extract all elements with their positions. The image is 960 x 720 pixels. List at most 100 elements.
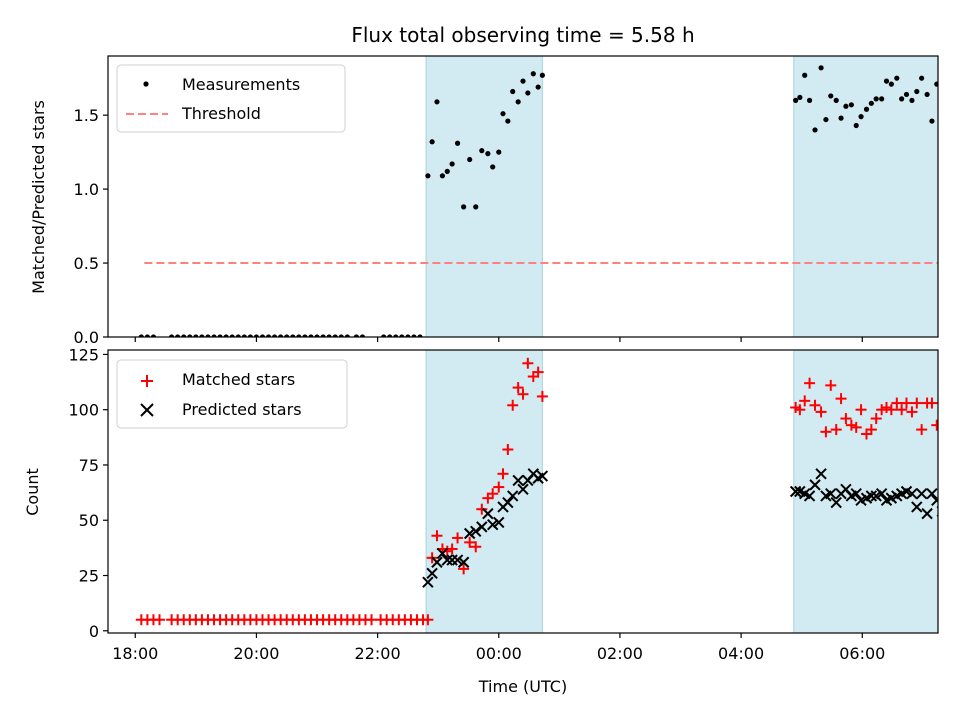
measurements-point bbox=[302, 334, 308, 337]
matched-stars-point bbox=[794, 404, 806, 416]
x-axis-label: Time (UTC) bbox=[478, 677, 567, 696]
matched-stars-point bbox=[900, 397, 912, 409]
matched-stars-point bbox=[493, 481, 505, 493]
measurements-point bbox=[211, 334, 217, 337]
measurements-point bbox=[853, 122, 859, 129]
bottom-panel: 0 25 50 75 100 125 18:00 20:00 22:00 00:00 02:00 0… bbox=[23, 345, 939, 696]
measurements-point bbox=[353, 334, 359, 337]
predicted-stars-point bbox=[825, 488, 837, 500]
matched-stars-point bbox=[799, 395, 811, 407]
predicted-stars-point bbox=[915, 488, 928, 500]
measurements-point bbox=[425, 173, 431, 179]
matched-stars-point bbox=[497, 468, 509, 480]
bottom-y-axis-label: Count bbox=[23, 468, 42, 516]
measurements-point bbox=[411, 334, 417, 337]
measurements-point bbox=[265, 334, 272, 337]
matched-stars-point bbox=[532, 366, 544, 378]
measurements-point bbox=[485, 151, 491, 157]
predicted-stars-point bbox=[422, 576, 434, 588]
matched-stars-point bbox=[820, 426, 832, 438]
top-plot-area bbox=[138, 65, 938, 337]
matched-stars-point bbox=[470, 541, 482, 553]
measurements-point bbox=[387, 334, 393, 337]
matched-stars-point bbox=[507, 399, 519, 411]
matched-stars-point bbox=[536, 390, 548, 402]
measurements-point bbox=[253, 334, 260, 337]
matched-stars-point bbox=[840, 413, 852, 425]
y-tick-label: 100 bbox=[68, 401, 99, 420]
matched-stars-point bbox=[452, 532, 464, 544]
measurements-point bbox=[193, 334, 199, 337]
bottom-axes-frame bbox=[107, 349, 939, 634]
y-tick-label: 0.5 bbox=[74, 254, 99, 273]
measurements-point bbox=[863, 106, 870, 112]
measurements-point bbox=[879, 96, 885, 102]
measurements-point bbox=[535, 84, 541, 90]
measurements-point bbox=[515, 99, 521, 105]
measurements-point bbox=[496, 149, 502, 155]
chart-title: Flux total observing time = 5.58 h bbox=[351, 23, 694, 47]
measurements-point bbox=[843, 103, 849, 109]
y-tick-label: 0.0 bbox=[74, 328, 99, 347]
predicted-stars-point bbox=[512, 474, 524, 487]
predicted-stars-point bbox=[482, 507, 494, 520]
measurements-point bbox=[444, 168, 450, 174]
measurements-point bbox=[150, 334, 157, 337]
matched-stars-point bbox=[815, 406, 827, 418]
y-tick-label: 25 bbox=[79, 567, 99, 586]
x-tick-label: 00:00 bbox=[476, 644, 522, 663]
measurements-point bbox=[278, 334, 284, 337]
top-y-axis-label: Matched/Predicted stars bbox=[29, 100, 48, 294]
bottom-x-axis: 18:00 20:00 22:00 00:00 02:00 04:00 06:00 bbox=[112, 633, 885, 663]
matched-stars-point bbox=[885, 404, 897, 416]
measurements-point bbox=[284, 334, 290, 337]
measurements-point bbox=[858, 114, 864, 120]
predicted-stars-point bbox=[906, 488, 918, 500]
measurements-point bbox=[332, 334, 338, 337]
matched-stars-point bbox=[835, 393, 847, 405]
measurements-point bbox=[806, 97, 813, 103]
predicted-stars-point bbox=[803, 490, 816, 502]
measurements-point bbox=[823, 116, 829, 123]
predicted-stars-point bbox=[517, 483, 529, 495]
measurements-point bbox=[434, 99, 440, 105]
measurements-point bbox=[883, 78, 890, 84]
shaded-interval bbox=[793, 56, 938, 337]
legend-marker-predicted-stars bbox=[140, 403, 154, 417]
measurements-point bbox=[223, 334, 229, 337]
matched-stars-point bbox=[517, 388, 529, 400]
matched-stars-point bbox=[809, 399, 821, 411]
x-tick-label: 04:00 bbox=[718, 644, 764, 663]
measurements-point bbox=[308, 334, 314, 337]
x-tick-label: 22:00 bbox=[355, 644, 401, 663]
measurements-point bbox=[539, 72, 545, 78]
matched-stars-point bbox=[850, 421, 862, 433]
measurements-point bbox=[344, 334, 350, 337]
y-tick-label: 1.0 bbox=[74, 180, 99, 199]
matched-stars-point bbox=[502, 443, 514, 455]
y-tick-label: 0 bbox=[89, 622, 99, 641]
measurements-point bbox=[467, 156, 473, 163]
matched-stars-point bbox=[522, 357, 534, 369]
measurements-point bbox=[894, 75, 900, 81]
measurements-point bbox=[934, 81, 938, 87]
measurements-point bbox=[393, 334, 399, 337]
measurements-point bbox=[812, 127, 818, 133]
measurements-point bbox=[500, 111, 506, 117]
legend-label-matched-stars: Matched stars bbox=[182, 370, 295, 389]
matched-stars-point bbox=[845, 419, 857, 431]
measurements-point bbox=[290, 334, 296, 337]
measurements-point bbox=[868, 100, 874, 106]
measurements-point bbox=[235, 334, 241, 337]
shaded-interval bbox=[425, 56, 543, 337]
measurements-point bbox=[461, 204, 467, 210]
top-panel: 0.0 0.5 1.0 1.5 Flux total observing time =… bbox=[29, 23, 939, 347]
measurements-point bbox=[144, 334, 150, 337]
predicted-stars-point bbox=[441, 554, 453, 566]
measurements-point bbox=[439, 173, 446, 179]
legend-label-measurements: Measurements bbox=[182, 75, 300, 94]
predicted-stars-point bbox=[493, 516, 505, 529]
matched-stars-point bbox=[458, 563, 470, 575]
predicted-stars-point bbox=[926, 488, 938, 500]
measurements-point bbox=[205, 334, 211, 337]
